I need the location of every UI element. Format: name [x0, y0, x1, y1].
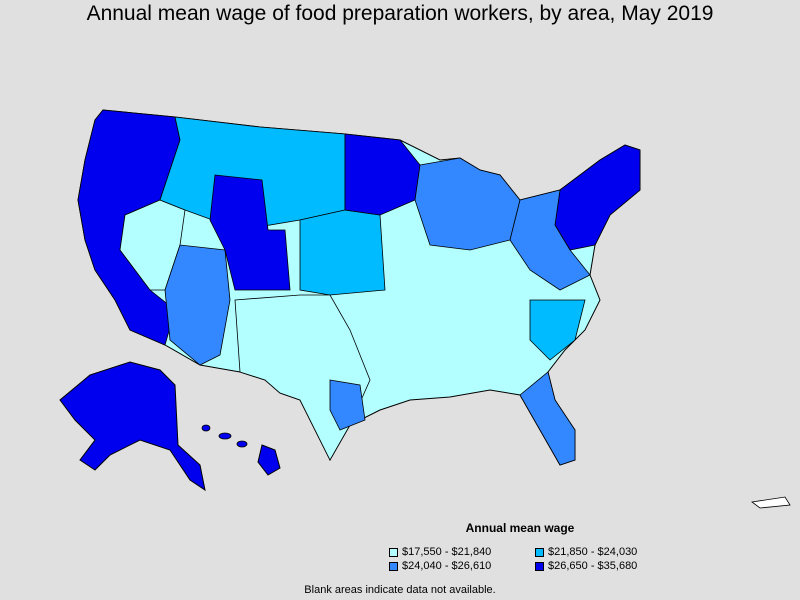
- legend-swatch: [389, 547, 398, 557]
- wyoming-colorado-region: [209, 174, 291, 291]
- legend-label: $24,040 - $26,610: [402, 560, 492, 572]
- legend-swatch: [535, 561, 544, 571]
- legend-item: $21,850 - $24,030: [535, 546, 637, 558]
- data-availability-note: Blank areas indicate data not available.: [304, 584, 496, 596]
- legend-swatch: [535, 547, 544, 557]
- northeast-region: [554, 144, 641, 251]
- southwest-mid-region: [164, 244, 231, 366]
- mountain-region: [159, 116, 346, 231]
- hawaii-island: [236, 440, 248, 448]
- legend-label: $21,850 - $24,030: [548, 546, 638, 558]
- alaska-region: [59, 361, 206, 492]
- texas-metro-region: [329, 379, 366, 431]
- central-plains-region: [299, 209, 386, 296]
- puerto-rico-region: [750, 496, 791, 509]
- legend-item: $26,650 - $35,680: [535, 560, 637, 572]
- hawaii-island: [218, 432, 232, 440]
- hawaii-region: [257, 444, 281, 476]
- legend-title: Annual mean wage: [465, 521, 575, 535]
- legend-item: $24,040 - $26,610: [389, 560, 491, 572]
- carolinas-region: [529, 299, 586, 361]
- legend-label: $17,550 - $21,840: [402, 546, 492, 558]
- florida-region: [519, 371, 576, 466]
- hawaii-island: [201, 424, 211, 432]
- map-title: Annual mean wage of food preparation wor…: [86, 2, 714, 25]
- legend-item: $17,550 - $21,840: [389, 546, 491, 558]
- midwest-region: [414, 157, 521, 251]
- legend-label: $26,650 - $35,680: [548, 560, 638, 572]
- legend-swatch: [389, 561, 398, 571]
- mid-atlantic-region: [509, 189, 591, 291]
